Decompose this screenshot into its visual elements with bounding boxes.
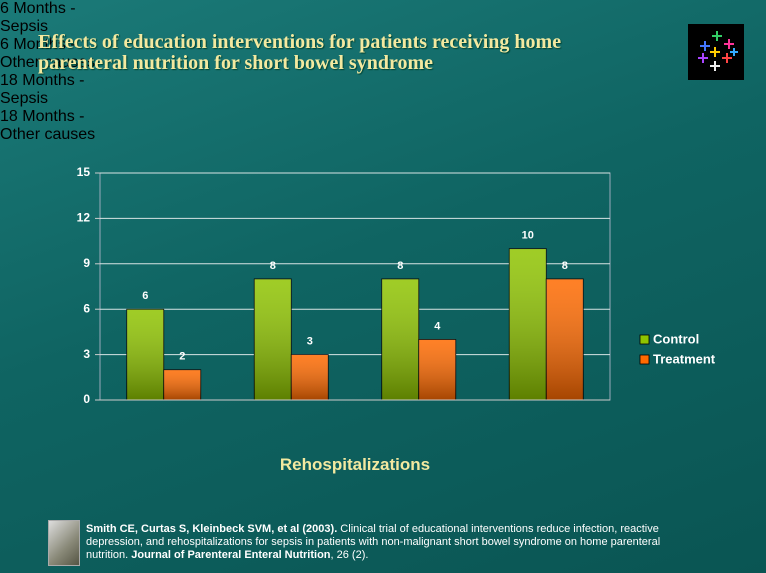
slide-title: Effects of education interventions for p… — [38, 31, 562, 74]
x-axis-title: Rehospitalizations — [279, 455, 431, 474]
bar — [253, 278, 292, 401]
bar — [508, 248, 547, 401]
x-tick-label: 18 Months - Other causes — [0, 108, 96, 143]
author-photo — [48, 520, 80, 566]
value-label: 6 — [142, 290, 148, 302]
value-label: 8 — [397, 260, 403, 272]
x-tick-label: 6 Months - Sepsis — [0, 0, 76, 35]
y-tick-label: 15 — [77, 165, 91, 179]
bar — [418, 339, 457, 401]
citation-part: Smith CE, Curtas S, Kleinbeck SVM, et al… — [86, 523, 338, 535]
legend-swatch — [639, 334, 650, 345]
y-tick-label: 9 — [83, 256, 90, 270]
bar — [381, 278, 420, 401]
value-label: 3 — [307, 336, 313, 348]
logo — [688, 24, 744, 80]
value-label: 8 — [270, 260, 276, 272]
bar — [163, 369, 202, 401]
y-tick-label: 0 — [83, 392, 90, 406]
value-label: 4 — [434, 320, 441, 332]
value-label: 8 — [562, 260, 568, 272]
value-label: 10 — [522, 230, 534, 242]
bar — [545, 278, 584, 401]
legend-label: Control — [653, 331, 699, 346]
bar — [126, 308, 165, 401]
value-label: 2 — [179, 351, 185, 363]
citation: Smith CE, Curtas S, Kleinbeck SVM, et al… — [86, 523, 686, 562]
citation-part: Journal of Parenteral Enteral Nutrition — [131, 549, 331, 561]
legend-label: Treatment — [653, 351, 716, 366]
y-tick-label: 3 — [83, 347, 90, 361]
y-tick-label: 6 — [83, 301, 90, 315]
x-tick-label: 6 Months - Other causes — [0, 36, 96, 71]
citation-part: , 26 (2). — [330, 549, 369, 561]
bar — [290, 354, 329, 401]
y-tick-label: 12 — [77, 211, 91, 225]
x-tick-label: 18 Months - Sepsis — [0, 72, 85, 107]
citation-part: Clinical trial of educational interventi… — [86, 523, 661, 561]
legend-swatch — [639, 354, 650, 365]
